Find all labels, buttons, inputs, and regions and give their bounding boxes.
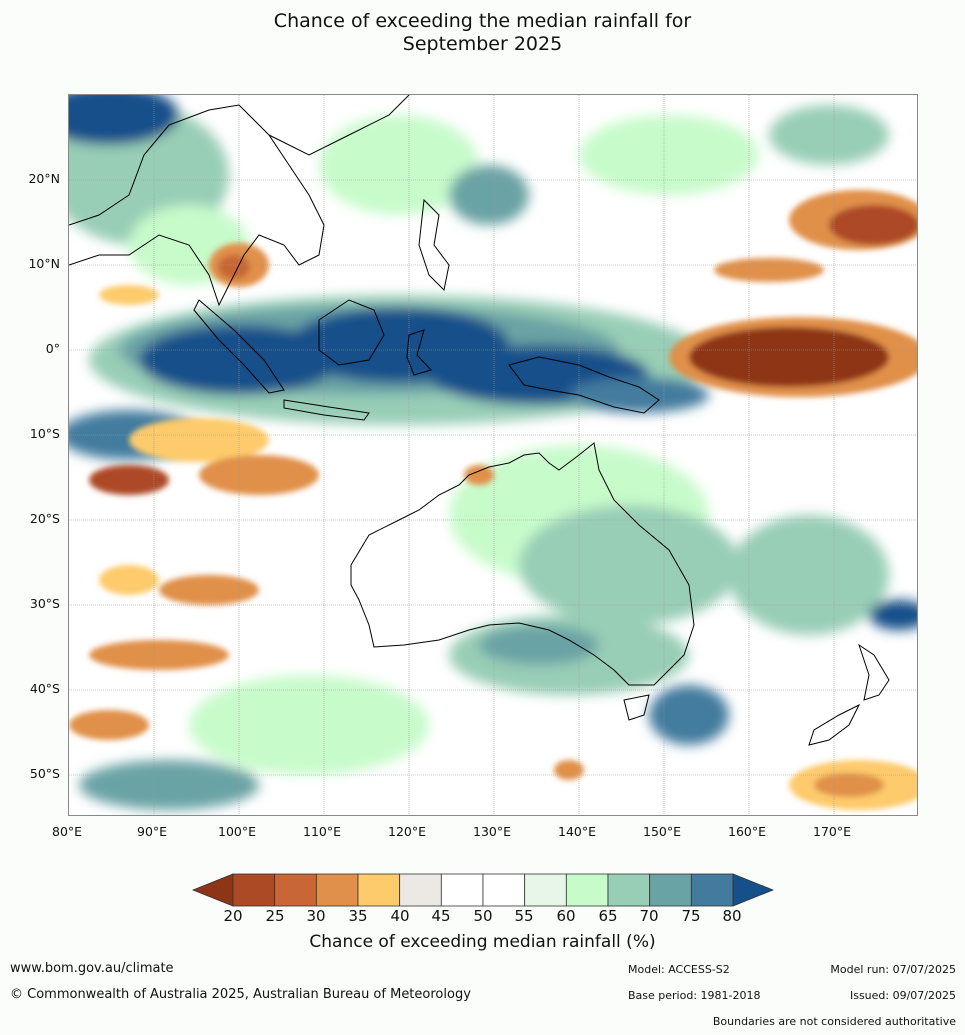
graticule: [69, 95, 917, 815]
lon-tick-110e: 110°E: [303, 824, 342, 839]
lon-tick-150e: 150°E: [643, 824, 682, 839]
dry-anomaly-fields: [69, 190, 917, 810]
footer-model-run: Model run: 07/07/2025: [830, 963, 956, 976]
cb-label-55: 55: [514, 907, 534, 925]
cb-label-40: 40: [390, 907, 410, 925]
colorbar-box: [315, 873, 359, 907]
lat-tick-50s: 50°S: [29, 766, 60, 781]
lat-tick-30s: 30°S: [29, 596, 60, 611]
lon-tick-80e: 80°E: [52, 824, 83, 839]
colorbar-box: [274, 873, 317, 907]
lat-tick-20n: 20°N: [28, 171, 60, 186]
coastlines: [69, 95, 890, 746]
cb-label-75: 75: [681, 907, 701, 925]
title-line-2: September 2025: [402, 33, 563, 55]
colorbar-extend-high: [732, 873, 775, 907]
cb-label-45: 45: [431, 907, 451, 925]
lon-tick-160e: 160°E: [728, 824, 767, 839]
colorbar-box: [399, 873, 442, 907]
cb-label-80: 80: [722, 907, 742, 925]
lat-tick-40s: 40°S: [29, 681, 60, 696]
cb-label-35: 35: [348, 907, 368, 925]
colorbar-box: [607, 873, 651, 907]
colorbar-box: [440, 873, 484, 907]
lat-tick-10n: 10°N: [28, 256, 60, 271]
rainfall-map: [68, 94, 918, 816]
lon-tick-90e: 90°E: [137, 824, 168, 839]
colorbar-box: [482, 873, 526, 907]
title-line-1: Chance of exceeding the median rainfall …: [273, 10, 692, 32]
colorbar-box: [524, 873, 567, 907]
lon-tick-140e: 140°E: [558, 824, 597, 839]
lat-tick-0: 0°: [45, 341, 60, 356]
colorbar-box: [690, 873, 734, 907]
colorbar-box: [649, 873, 692, 907]
cb-label-70: 70: [639, 907, 659, 925]
lon-tick-130e: 130°E: [473, 824, 512, 839]
map-svg: [69, 95, 917, 815]
map-title: Chance of exceeding the median rainfall …: [0, 10, 965, 56]
footer-copyright: © Commonwealth of Australia 2025, Austra…: [10, 987, 471, 1002]
lon-tick-100e: 100°E: [218, 824, 257, 839]
footer-base-period: Base period: 1981-2018: [628, 989, 761, 1002]
footer-model: Model: ACCESS-S2: [628, 963, 730, 976]
colorbar-box: [565, 873, 609, 907]
colorbar-extend-low: [191, 873, 234, 907]
cb-label-30: 30: [306, 907, 326, 925]
colorbar-title: Chance of exceeding median rainfall (%): [309, 932, 656, 952]
colorbar: [191, 873, 775, 907]
lon-tick-170e: 170°E: [813, 824, 852, 839]
cb-label-65: 65: [598, 907, 618, 925]
cb-label-60: 60: [556, 907, 576, 925]
footer-url[interactable]: www.bom.gov.au/climate: [10, 961, 174, 976]
footer-disclaimer: Boundaries are not considered authoritat…: [712, 1015, 956, 1028]
lat-tick-10s: 10°S: [29, 426, 60, 441]
cb-label-25: 25: [265, 907, 285, 925]
lat-tick-20s: 20°S: [29, 511, 60, 526]
colorbar-box: [357, 873, 401, 907]
cb-label-50: 50: [473, 907, 493, 925]
colorbar-box: [232, 873, 276, 907]
lon-tick-120e: 120°E: [388, 824, 427, 839]
footer-issued: Issued: 09/07/2025: [849, 989, 956, 1002]
cb-label-20: 20: [223, 907, 243, 925]
